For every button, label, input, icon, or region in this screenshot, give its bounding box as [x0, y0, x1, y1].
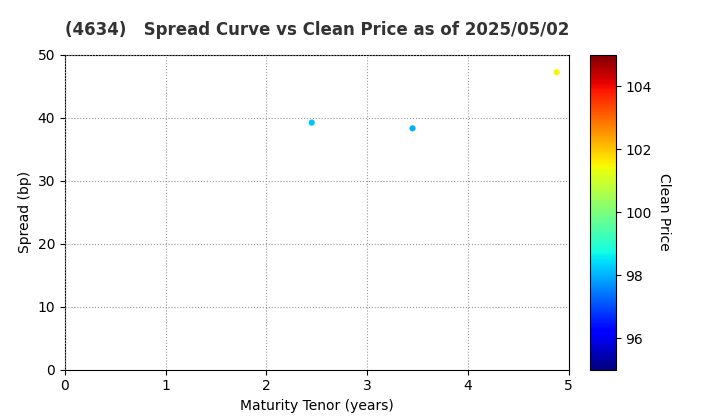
X-axis label: Maturity Tenor (years): Maturity Tenor (years)	[240, 399, 394, 413]
Y-axis label: Spread (bp): Spread (bp)	[18, 171, 32, 253]
Text: (4634)   Spread Curve vs Clean Price as of 2025/05/02: (4634) Spread Curve vs Clean Price as of…	[65, 21, 570, 39]
Point	[551, 69, 562, 76]
Y-axis label: Clean Price: Clean Price	[657, 173, 671, 251]
Point	[306, 119, 318, 126]
Point	[407, 125, 418, 132]
